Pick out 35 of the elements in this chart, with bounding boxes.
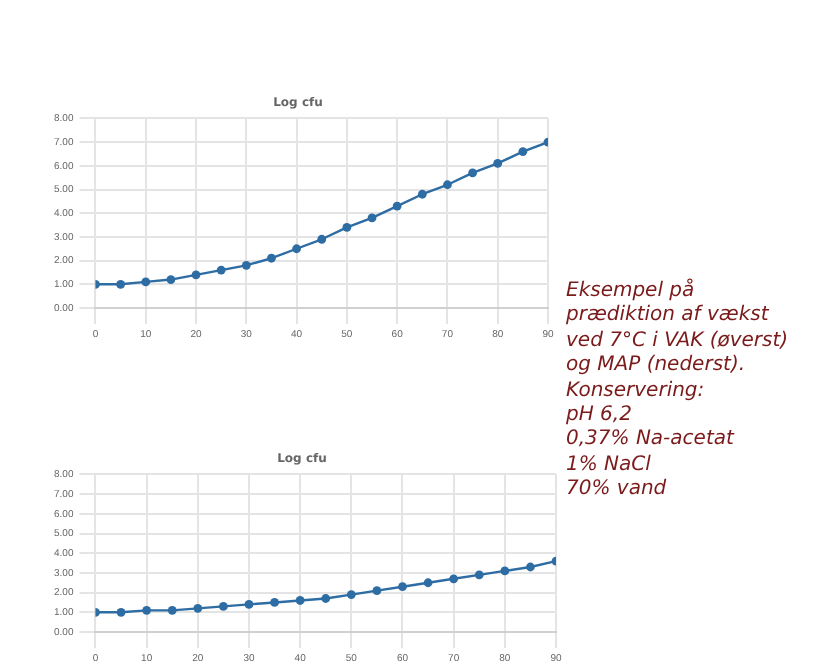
point [392,201,402,211]
point [218,601,228,611]
point [270,598,279,607]
point [142,605,152,615]
point [292,244,301,254]
point [423,578,433,588]
point [216,265,226,275]
point [167,605,177,615]
point [526,562,535,572]
point [468,168,477,178]
point [317,234,327,244]
point [372,586,382,596]
point [443,180,452,190]
point [417,189,427,199]
point [474,570,484,580]
point [116,607,126,617]
point [241,260,251,270]
text: Eksempel på prædiktion af vækst ved 7°C i VAK (øverst) og MAP (nederst). Konservering: pH 6,2 0,37% Na-acetat 1% NaCl 70% vand [566,280,789,501]
point [267,253,276,263]
point [166,275,176,284]
point [449,574,459,584]
point [321,594,331,603]
point [398,582,407,592]
point [518,147,528,156]
point [367,213,377,223]
point [191,270,201,280]
point [342,223,352,232]
point [493,159,503,168]
point [500,566,510,576]
point [193,603,203,613]
point [295,596,305,605]
point [116,279,125,289]
point [244,600,254,609]
point [346,590,356,599]
point [141,277,151,287]
